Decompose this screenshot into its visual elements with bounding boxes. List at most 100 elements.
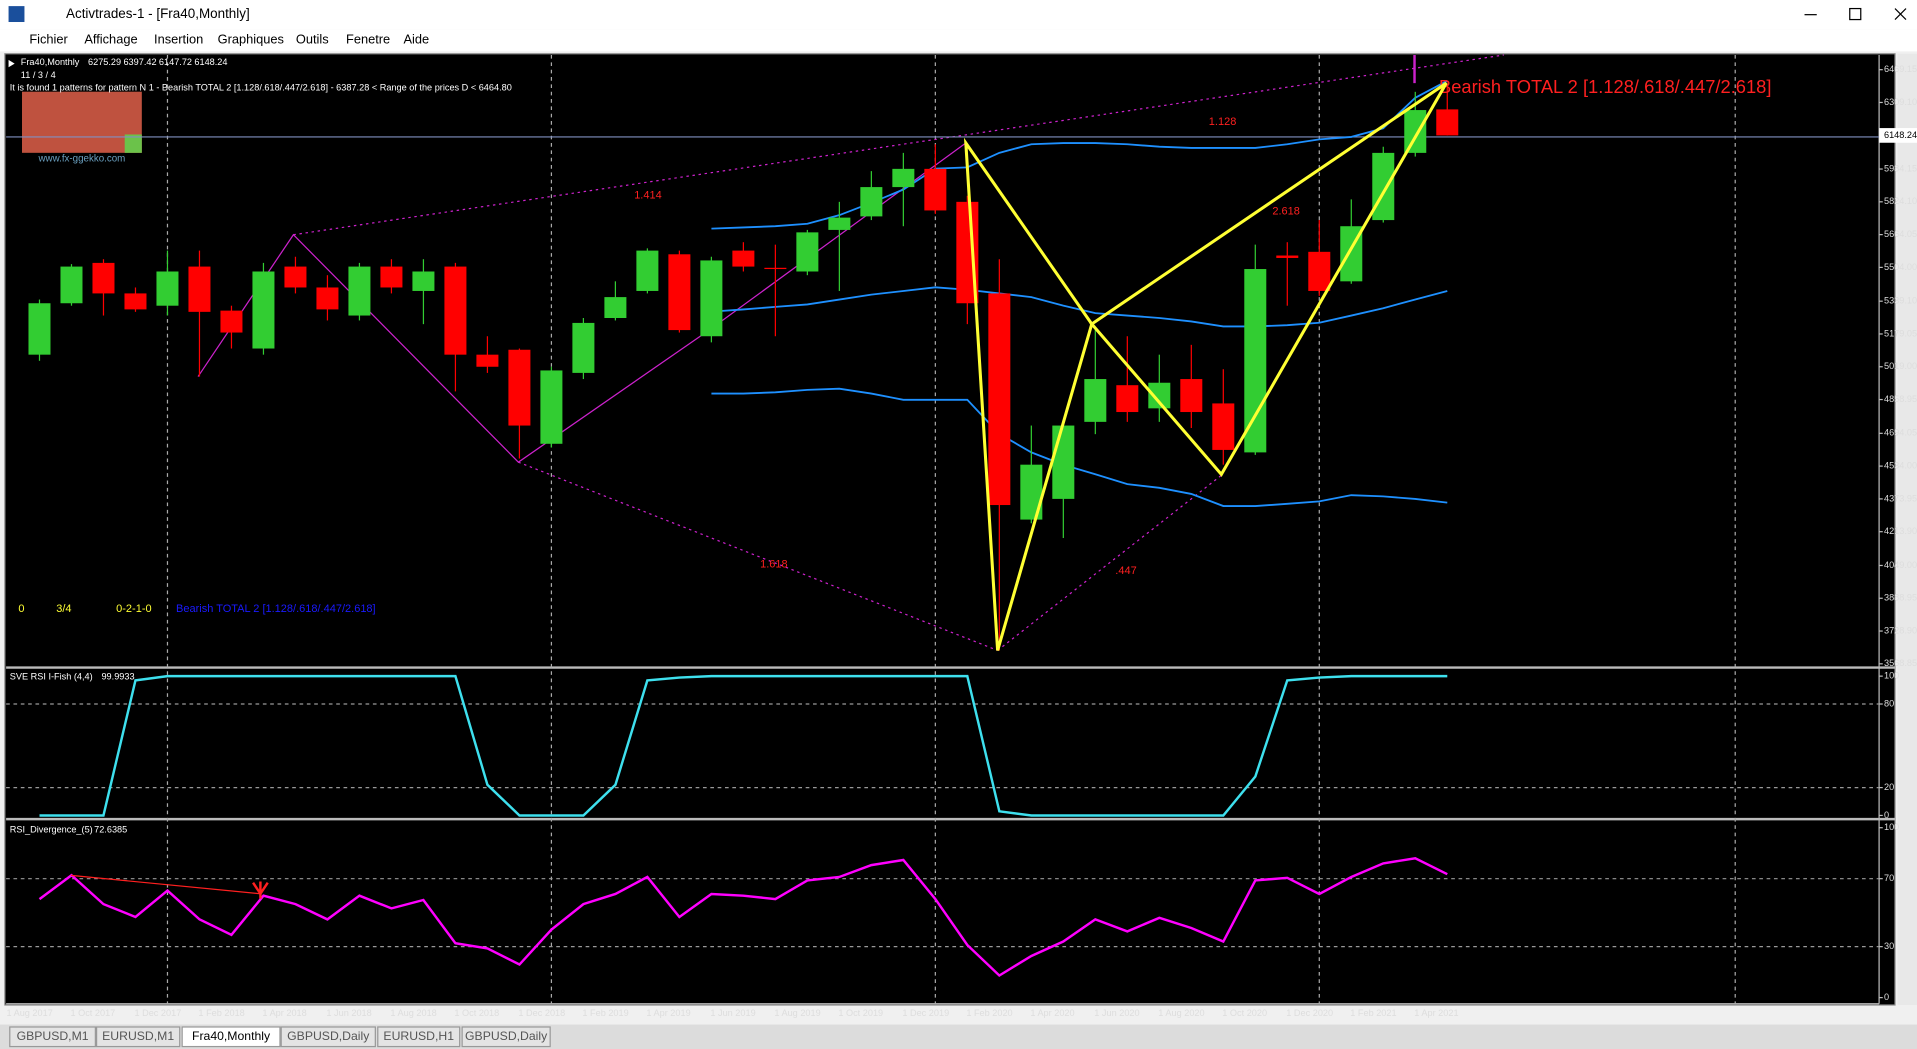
- band-line: [711, 387, 1448, 507]
- tab[interactable]: [9, 1026, 96, 1048]
- candle-body: [700, 260, 723, 337]
- x-tick-label: 1 Feb 2021: [1350, 1008, 1396, 1018]
- candle-body: [572, 322, 595, 373]
- x-tick-label: 1 Dec 2019: [902, 1008, 949, 1018]
- menu-item[interactable]: Fenetre: [346, 32, 390, 47]
- pattern-dotted: [518, 461, 998, 651]
- maximize[interactable]: [1849, 7, 1862, 21]
- x-tick-label: 1 Apr 2020: [1030, 1008, 1074, 1018]
- ratio-label: .447: [1115, 565, 1136, 577]
- tab[interactable]: [95, 1026, 181, 1048]
- current-price-label: 6148.24: [1884, 130, 1917, 140]
- candle-body: [1436, 109, 1459, 136]
- tab-label[interactable]: EURUSD,H1: [383, 1029, 454, 1043]
- x-tick-label: 1 Jun 2020: [1094, 1008, 1139, 1018]
- indicator-value: 99.9933: [101, 672, 134, 682]
- x-tick-label: 1 Oct 2020: [1222, 1008, 1267, 1018]
- x-tick-label: 1 Apr 2021: [1414, 1008, 1458, 1018]
- indicator-line: [38, 857, 1448, 978]
- x-tick-label: 1 Feb 2020: [966, 1008, 1012, 1018]
- candle-body: [60, 266, 83, 304]
- x-tick-label: 1 Aug 2017: [6, 1008, 52, 1018]
- candle-body: [764, 267, 787, 270]
- candle-body: [444, 266, 467, 355]
- candle-body: [412, 271, 435, 291]
- tab[interactable]: [461, 1026, 551, 1048]
- x-tick-label: 1 Aug 2018: [390, 1008, 436, 1018]
- pattern-dotted: [293, 54, 1504, 236]
- candle-body: [1244, 269, 1267, 453]
- candle-body: [732, 250, 755, 267]
- candle-body: [1212, 403, 1235, 450]
- window-controls[interactable]: [1804, 7, 1907, 21]
- divergence-arrow: [252, 881, 269, 899]
- tab-label[interactable]: GBPUSD,Daily: [287, 1029, 370, 1043]
- tab-label[interactable]: EURUSD,M1: [102, 1029, 174, 1043]
- y-tick-label: 5504.00: [1884, 262, 1917, 272]
- y-tick-label: 5984.15: [1884, 163, 1917, 173]
- candle-body: [188, 266, 211, 312]
- menu-item[interactable]: Aide: [403, 32, 429, 47]
- candle-body: [828, 217, 851, 230]
- candle-body: [220, 310, 243, 333]
- pattern-xab: [963, 137, 1094, 651]
- y-tick-label: 0: [1884, 992, 1889, 1002]
- menu-item[interactable]: Outils: [296, 32, 329, 47]
- harmonic-pattern: [963, 81, 1448, 651]
- candle-body: [1276, 255, 1299, 258]
- title-bar: [0, 0, 1917, 30]
- x-tick-label: 1 Dec 2020: [1286, 1008, 1333, 1018]
- chart-window: [4, 53, 1896, 1006]
- y-tick-label: 5824.10: [1884, 196, 1917, 206]
- pattern-dotted: [997, 473, 1223, 651]
- status-label: 0: [18, 603, 24, 615]
- candle-body: [252, 271, 275, 349]
- x-tick-label: 1 Dec 2017: [134, 1008, 181, 1018]
- logo-url: www.fx-ggekko.com: [37, 154, 125, 165]
- y-tick-label: 100: [1884, 822, 1899, 832]
- close[interactable]: [1894, 8, 1907, 20]
- arrow-marker: [8, 59, 15, 68]
- candle-body: [892, 168, 915, 188]
- candle-body: [156, 271, 179, 306]
- tab[interactable]: [181, 1026, 281, 1048]
- menu-item[interactable]: Graphiques: [218, 32, 284, 47]
- y-tick-label: 20: [1884, 782, 1894, 792]
- counter: 11 / 3 / 4: [21, 70, 56, 80]
- window-title: Activtrades-1 - [Fra40,Monthly]: [66, 6, 250, 21]
- candle-body: [28, 303, 51, 355]
- candle-body: [1084, 379, 1107, 422]
- status-label: 0-2-1-0: [116, 603, 151, 615]
- menu-item[interactable]: Affichage: [84, 32, 137, 47]
- tab-label[interactable]: GBPUSD,Daily: [465, 1029, 548, 1043]
- menu-item[interactable]: Insertion: [154, 32, 203, 47]
- divergence-line: [70, 874, 261, 895]
- tab[interactable]: [377, 1026, 461, 1048]
- menu-bar: [0, 29, 1917, 52]
- candle-body: [540, 370, 563, 444]
- ratio-label: 1.414: [634, 190, 662, 202]
- scrollbar[interactable]: [1897, 53, 1917, 1005]
- ratio-label: 1.128: [1209, 116, 1237, 128]
- tab-label[interactable]: GBPUSD,M1: [17, 1029, 89, 1043]
- y-tick-label: 100: [1884, 671, 1899, 681]
- candle-body: [1052, 425, 1075, 499]
- x-tick-label: 1 Oct 2019: [838, 1008, 883, 1018]
- tab[interactable]: [280, 1026, 376, 1048]
- logo: [22, 91, 142, 153]
- menu-item[interactable]: Fichier: [29, 32, 68, 47]
- header-value: 6148.24: [194, 57, 227, 67]
- candle-body: [1020, 464, 1043, 520]
- x-tick-label: 1 Jun 2019: [710, 1008, 755, 1018]
- y-tick-label: 3568.85: [1884, 658, 1917, 668]
- band-line: [711, 80, 1448, 230]
- y-tick-label: 3888.95: [1884, 593, 1917, 603]
- y-tick-label: 5019.00: [1884, 361, 1917, 371]
- logo-bars: [124, 134, 142, 153]
- candle-body: [92, 262, 115, 294]
- tab-label[interactable]: Fra40,Monthly: [192, 1029, 271, 1043]
- indicator-line: [39, 674, 1448, 817]
- current-price-box: [1879, 128, 1917, 143]
- candle-body: [316, 287, 339, 310]
